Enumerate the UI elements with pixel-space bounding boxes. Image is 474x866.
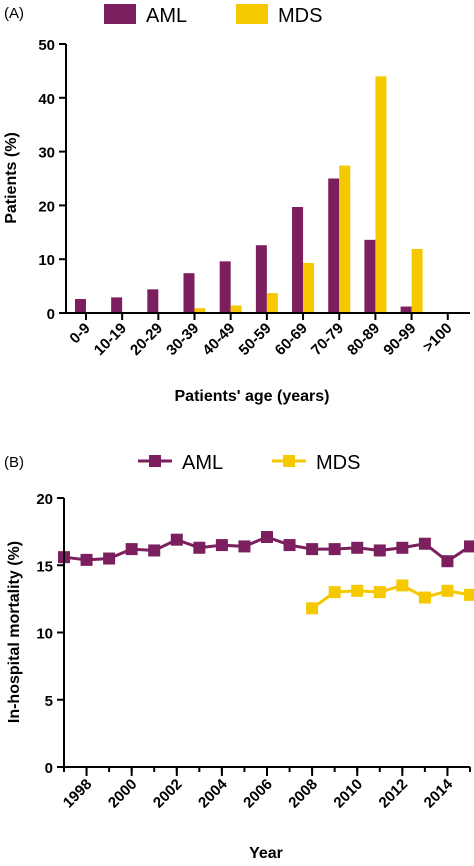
legend-mds-marker-b — [283, 455, 295, 467]
panel-a-y-axis-title: Patients (%) — [3, 132, 20, 224]
x-tick-label-a-10: >100 — [420, 320, 456, 356]
point-mds-2013 — [418, 591, 431, 604]
legend-aml-label-a: AML — [146, 5, 187, 27]
point-mds-2008 — [306, 602, 319, 615]
panel-a-bars — [74, 76, 423, 313]
bar-mds-7 — [339, 165, 351, 313]
x-tick-label-b-1: 2000 — [105, 776, 141, 812]
y-tick-label-b-0: 0 — [45, 760, 53, 777]
legend-aml-marker-b — [149, 455, 161, 467]
point-aml-2004 — [215, 539, 228, 552]
bar-aml-9 — [400, 306, 412, 313]
point-aml-2009 — [328, 543, 341, 556]
x-tick-label-b-0: 1998 — [60, 776, 96, 812]
bar-mds-4 — [230, 305, 242, 313]
bar-aml-4 — [219, 261, 231, 313]
x-tick-label-b-3: 2004 — [195, 775, 231, 811]
y-tick-label-a-3: 30 — [38, 145, 55, 162]
x-tick-label-a-1: 10-19 — [91, 320, 130, 359]
bar-aml-8 — [364, 239, 376, 313]
y-tick-label-a-0: 0 — [47, 306, 55, 323]
panel-b-x-axis-title: Year — [249, 845, 283, 862]
bar-mds-5 — [266, 293, 278, 313]
point-aml-2015 — [464, 540, 474, 553]
point-mds-2009 — [328, 586, 341, 599]
point-aml-2007 — [283, 539, 296, 552]
panel-a-bar-chart: (A) AML MDS 0-910-1920-2930-3940-4950-59… — [3, 4, 470, 405]
x-tick-label-a-4: 40-49 — [199, 320, 238, 359]
x-tick-label-a-7: 70-79 — [308, 320, 347, 359]
bar-mds-8 — [375, 76, 387, 313]
point-aml-2014 — [441, 555, 454, 568]
x-tick-label-a-3: 30-39 — [163, 320, 202, 359]
point-mds-2015 — [464, 588, 474, 601]
y-tick-label-b-4: 20 — [36, 491, 53, 508]
point-mds-2012 — [396, 579, 409, 592]
point-aml-2006 — [261, 531, 273, 544]
bar-aml-1 — [111, 297, 123, 313]
point-aml-1999 — [103, 552, 116, 565]
legend-mds-label-a: MDS — [278, 5, 322, 27]
x-tick-label-a-9: 90-99 — [380, 320, 419, 359]
legend-aml-label-b: AML — [182, 452, 223, 474]
legend-aml-swatch-a — [104, 4, 136, 24]
legend-mds-swatch-a — [236, 4, 268, 24]
x-tick-label-a-5: 50-59 — [236, 320, 275, 359]
point-aml-2012 — [396, 541, 409, 554]
y-tick-label-a-2: 20 — [38, 198, 55, 215]
panel-b-series — [58, 531, 474, 615]
x-tick-label-a-6: 60-69 — [272, 320, 311, 359]
bar-aml-7 — [328, 178, 340, 313]
x-tick-label-a-8: 80-89 — [344, 320, 383, 359]
point-aml-2001 — [148, 544, 161, 557]
bar-aml-3 — [183, 273, 195, 313]
point-aml-2013 — [418, 537, 431, 550]
point-mds-2011 — [373, 586, 386, 599]
x-tick-label-b-8: 2014 — [421, 775, 457, 811]
bar-mds-9 — [411, 248, 423, 313]
x-tick-label-a-0: 0-9 — [66, 320, 93, 347]
legend-mds-label-b: MDS — [316, 452, 360, 474]
panel-a-x-axis-title: Patients' age (years) — [175, 388, 330, 405]
bar-mds-3 — [194, 308, 206, 313]
x-tick-label-a-2: 20-29 — [127, 320, 166, 359]
x-tick-label-b-4: 2006 — [240, 776, 276, 812]
panel-a-label: (A) — [4, 5, 24, 22]
point-aml-2005 — [238, 540, 251, 553]
point-aml-2008 — [306, 543, 319, 556]
panel-b-y-axis-title: In-hospital mortality (%) — [6, 541, 23, 723]
bar-aml-6 — [292, 207, 304, 313]
panel-b-axes: 0 5 10 15 20 1998 2000 2002 2004 2006 2008 2010 2012… — [36, 491, 471, 812]
point-aml-2000 — [125, 543, 138, 556]
y-tick-label-b-1: 5 — [45, 693, 53, 710]
point-aml-2011 — [373, 544, 386, 557]
x-tick-label-b-6: 2010 — [330, 776, 366, 812]
y-tick-label-b-2: 10 — [36, 626, 53, 643]
point-aml-2010 — [351, 541, 364, 554]
bar-mds-6 — [303, 262, 315, 313]
point-aml-2002 — [170, 533, 183, 546]
x-tick-label-b-5: 2008 — [285, 776, 321, 812]
panel-a-legend: AML MDS — [104, 4, 322, 27]
point-mds-2014 — [441, 584, 454, 597]
point-mds-2010 — [351, 584, 364, 597]
point-aml-2003 — [193, 541, 206, 554]
y-tick-label-a-5: 50 — [38, 37, 55, 54]
panel-b-legend: AML MDS — [138, 452, 360, 474]
bar-aml-5 — [255, 245, 267, 313]
bar-aml-2 — [147, 289, 159, 313]
y-tick-label-b-3: 15 — [36, 558, 53, 575]
panel-b-label: (B) — [4, 454, 24, 471]
x-tick-label-b-2: 2002 — [150, 776, 186, 812]
y-tick-label-a-1: 10 — [38, 252, 55, 269]
bar-aml-0 — [74, 299, 86, 313]
y-tick-label-a-4: 40 — [38, 91, 55, 108]
x-tick-label-b-7: 2012 — [376, 776, 412, 812]
point-aml-1998 — [80, 553, 93, 566]
panel-b-line-chart: (B) AML MDS 0 5 10 15 20 1998 2000 2002 2004 2006… — [4, 452, 474, 862]
